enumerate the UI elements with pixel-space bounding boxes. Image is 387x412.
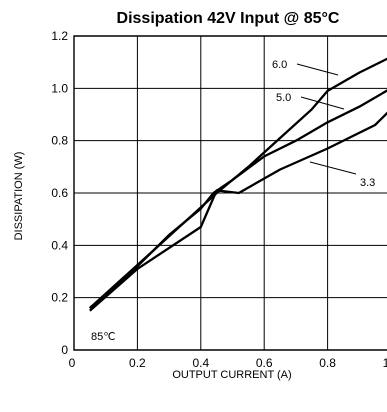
x-axis-label: OUTPUT CURRENT (A) [172, 369, 291, 381]
y-tick-label: 1.0 [51, 81, 68, 95]
series-label-pointer-5-0 [300, 96, 345, 110]
x-tick-label: 0.4 [192, 356, 209, 370]
series-labels: 6.0 5.0 3.3 [272, 59, 375, 189]
y-tick-label: 1.2 [51, 29, 68, 43]
series-label-5-0: 5.0 [276, 92, 291, 104]
axis-ticks: 0 0.2 0.4 0.6 0.8 1.0 0 0.2 0.4 0.6 0.8 1.0 1.2 [51, 29, 387, 370]
series-label-3-3: 3.3 [360, 177, 375, 189]
y-axis-label: DISSIPATION (W) [13, 152, 25, 241]
series-line-5-0 [89, 89, 387, 309]
chart-title: Dissipation 42V Input @ 85°C [117, 10, 340, 27]
temperature-annotation: 85℃ [91, 331, 116, 343]
x-tick-label: 0 [69, 356, 76, 370]
y-tick-label: 0.8 [51, 134, 68, 148]
series-label-6-0: 6.0 [272, 59, 287, 71]
series-label-pointer-3-3 [309, 161, 357, 175]
y-tick-label: 0.4 [51, 238, 68, 252]
series-lines [89, 57, 387, 312]
x-tick-label: 0.6 [256, 356, 273, 370]
plot-frame [73, 35, 387, 351]
x-tick-label: 0.2 [129, 356, 146, 370]
y-tick-label: 0.2 [51, 291, 68, 305]
x-tick-label: 0.8 [319, 356, 336, 370]
grid-lines [73, 35, 387, 351]
series-label-pointer-6-0 [296, 63, 339, 76]
y-tick-label: 0 [61, 343, 68, 357]
y-tick-label: 0.6 [51, 186, 68, 200]
x-tick-label: 1.0 [383, 356, 387, 370]
series-line-3-3 [89, 111, 387, 312]
